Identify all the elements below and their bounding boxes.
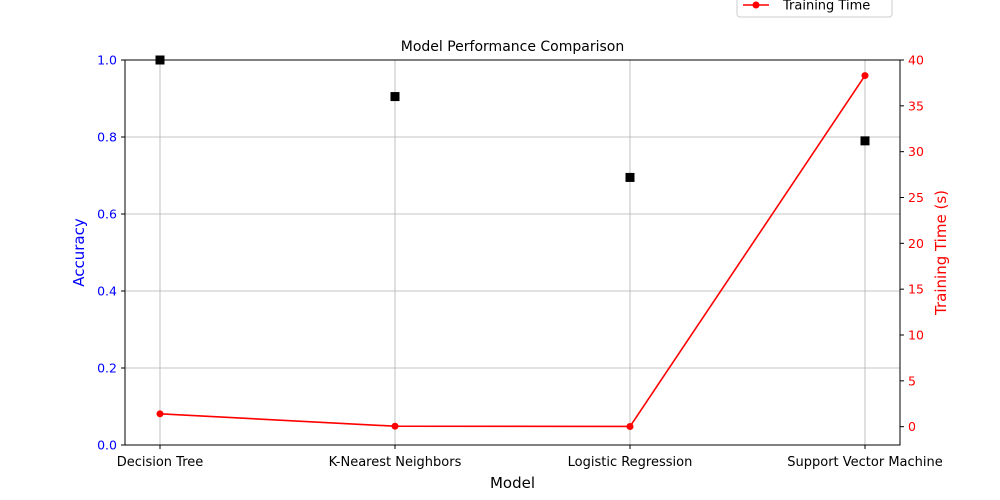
- y-left-tick-label: 0.2: [97, 361, 117, 376]
- chart-title: Model Performance Comparison: [401, 39, 624, 55]
- y-right-tick-label: 0: [908, 419, 916, 434]
- x-tick-label: K-Nearest Neighbors: [329, 455, 462, 470]
- training-time-line: [159, 75, 866, 428]
- y-left-tick-label: 0.0: [97, 438, 117, 453]
- training-time-point: [391, 422, 399, 430]
- training-time-point: [626, 422, 634, 430]
- legend: Training Time: [736, 0, 893, 18]
- training-time-point: [156, 410, 164, 418]
- y-left-axis-label: Accuracy: [70, 218, 88, 287]
- x-axis-label: Model: [490, 474, 535, 492]
- y-right-axis-label: Training Time (s): [932, 190, 950, 316]
- y-left-tick-label: 1.0: [97, 53, 117, 68]
- y-left-tick-label: 0.8: [97, 130, 117, 145]
- legend-marker: [752, 1, 760, 9]
- x-tick-label: Decision Tree: [117, 455, 204, 470]
- legend-box: [736, 0, 893, 18]
- y-right-tick-label: 35: [908, 98, 924, 113]
- y-left-tick-label: 0.6: [97, 207, 117, 222]
- y-right-tick-label: 15: [908, 282, 924, 297]
- y-right-tick-label: 40: [908, 53, 924, 68]
- series-layer: [155, 55, 870, 430]
- x-tick-label: Logistic Regression: [568, 455, 693, 470]
- legend-label: Training Time: [782, 0, 870, 14]
- plot-frame: [124, 59, 901, 446]
- axes-layer: Decision Tree K-Nearest Neighbors Logistic…: [97, 53, 943, 471]
- y-right-tick-label: 25: [908, 190, 924, 205]
- accuracy-point: [390, 92, 400, 102]
- x-tick-label: Support Vector Machine: [787, 455, 943, 470]
- y-right-tick-label: 5: [908, 373, 916, 388]
- y-left-tick-label: 0.4: [97, 284, 117, 299]
- accuracy-point: [860, 136, 870, 146]
- y-right-tick-label: 20: [908, 236, 924, 251]
- grid-lines: [125, 59, 900, 446]
- accuracy-point: [625, 172, 635, 182]
- y-right-tick-label: 10: [908, 328, 924, 343]
- y-right-tick-label: 30: [908, 144, 924, 159]
- training-time-point: [861, 72, 869, 80]
